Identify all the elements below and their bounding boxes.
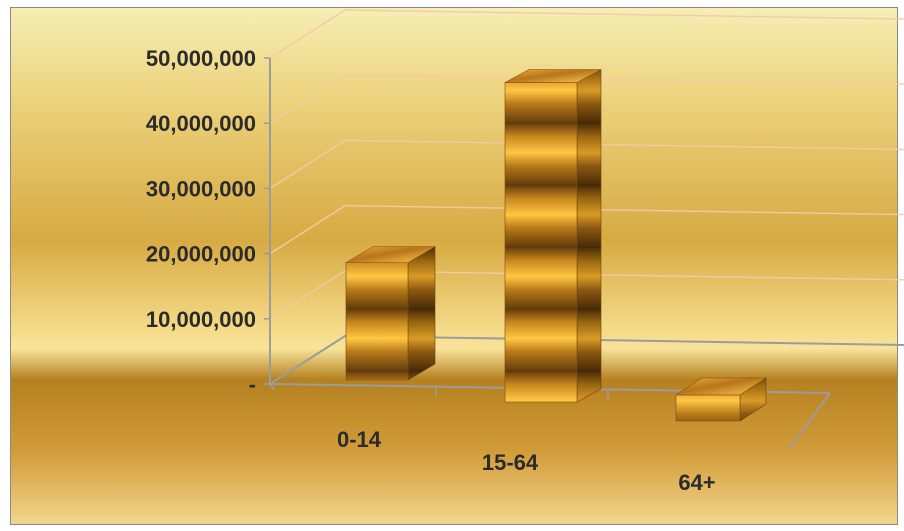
grid-line-5 bbox=[269, 9, 904, 59]
y-tick-label-2: 20,000,000 bbox=[146, 242, 256, 267]
x-tick-label-1: 15-64 bbox=[482, 450, 539, 475]
y-tick-label-1: 10,000,000 bbox=[146, 307, 256, 332]
grid-line-3 bbox=[269, 139, 904, 189]
bar-0-14-top-face bbox=[344, 246, 437, 263]
bar-0-14-front-face bbox=[345, 262, 409, 381]
y-tick-label-4: 40,000,000 bbox=[146, 111, 256, 136]
bar-0-14-group bbox=[344, 246, 437, 381]
axis-labels: - 10,000,000 20,000,000 30,000,000 40,000,00… bbox=[146, 46, 716, 495]
y-tick-label-0: - bbox=[249, 372, 256, 397]
y-tick-label-5: 50,000,000 bbox=[146, 46, 256, 71]
chart-frame bbox=[10, 7, 898, 525]
bar-15-64-side-face bbox=[576, 69, 602, 403]
bar-15-64-top-face bbox=[504, 69, 602, 83]
bars bbox=[344, 69, 768, 422]
bar-64plus-top-face bbox=[674, 377, 768, 396]
x-tick-label-0: 0-14 bbox=[337, 427, 382, 452]
grid-lines bbox=[269, 9, 904, 320]
grid-line-1 bbox=[269, 270, 904, 320]
bar-15-64-group bbox=[504, 69, 602, 403]
x-tick-label-2: 64+ bbox=[678, 470, 715, 495]
y-tick-label-3: 30,000,000 bbox=[146, 176, 256, 201]
bar-15-64-front-face bbox=[504, 82, 578, 403]
bar-64plus-front-face bbox=[675, 394, 741, 422]
bar-64plus-group bbox=[674, 377, 768, 422]
floor-right-edge bbox=[789, 392, 831, 449]
floor-left-corner bbox=[269, 383, 275, 391]
floor-back-edge bbox=[269, 334, 904, 385]
bar-0-14-side-face bbox=[407, 246, 436, 381]
grid-line-2 bbox=[269, 204, 904, 255]
grid-line-4 bbox=[269, 74, 904, 124]
